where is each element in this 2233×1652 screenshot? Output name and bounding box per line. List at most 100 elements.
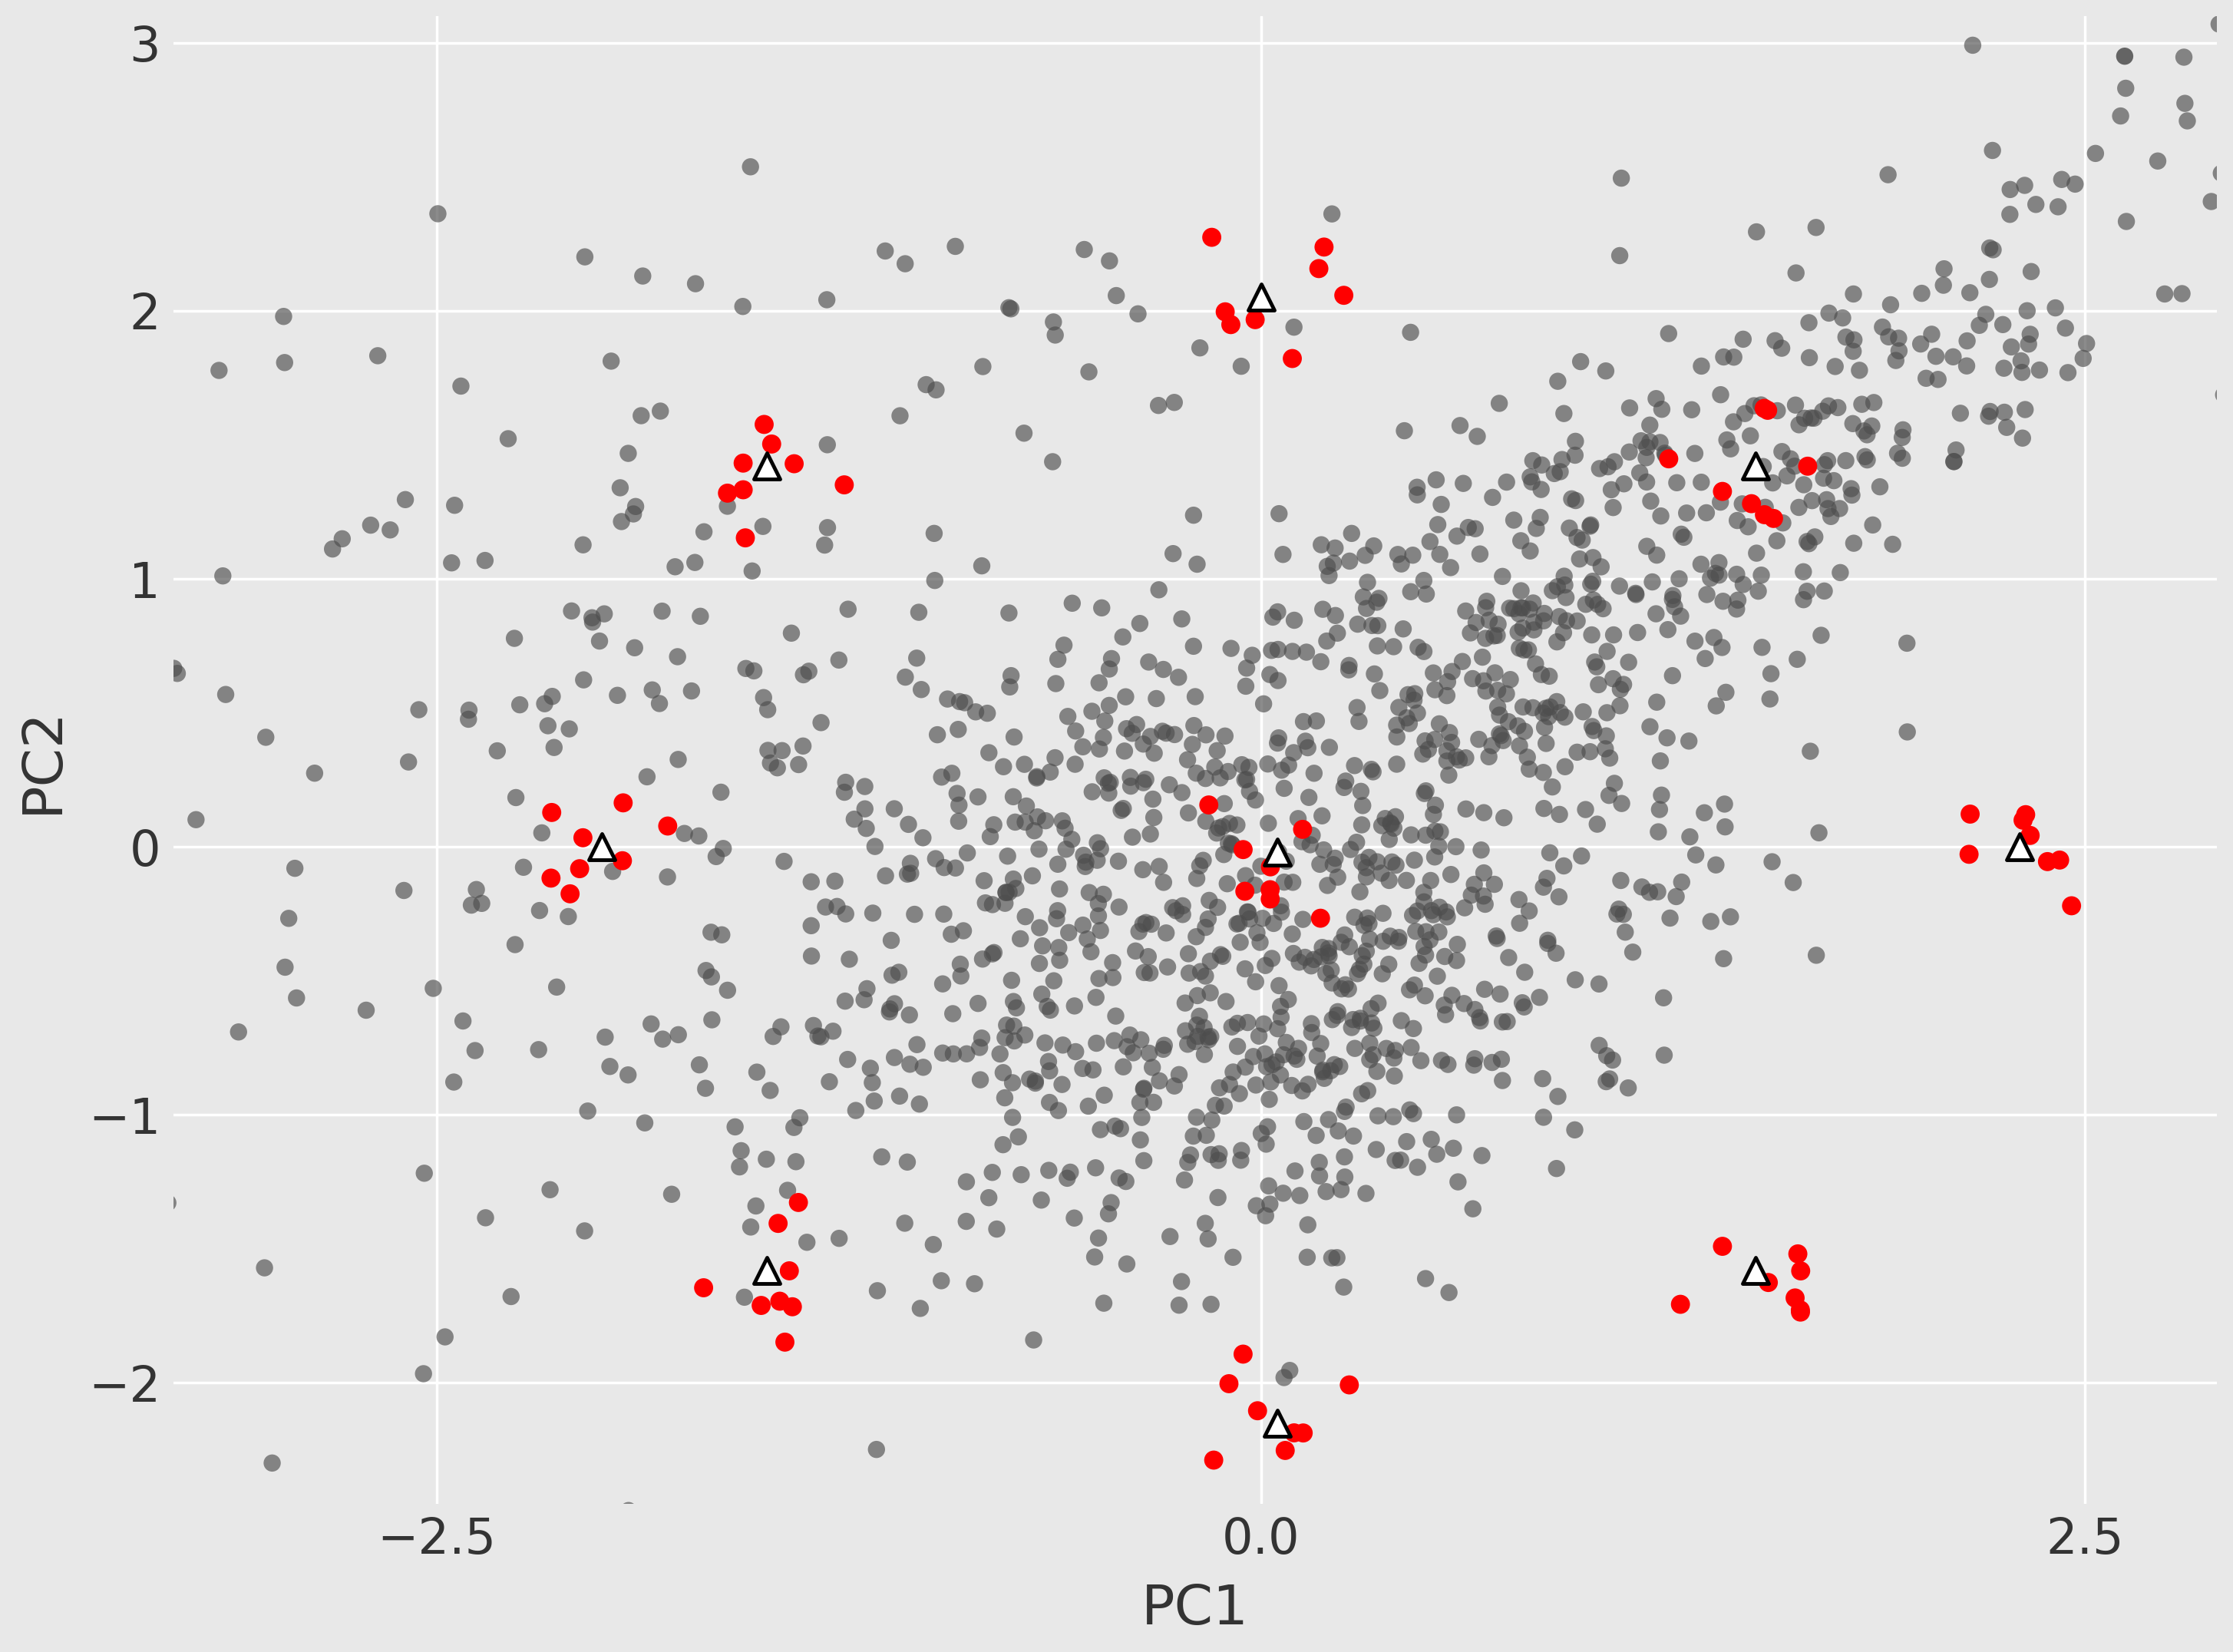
Point xyxy=(1664,1292,1699,1318)
Point xyxy=(1489,1008,1525,1034)
Point xyxy=(391,748,427,775)
Point xyxy=(1396,1100,1431,1127)
Point xyxy=(748,1146,784,1173)
Point xyxy=(1588,735,1623,762)
Point xyxy=(1364,960,1400,986)
Point xyxy=(1715,344,1751,370)
Point xyxy=(1221,910,1257,937)
Point xyxy=(1746,502,1782,529)
Point xyxy=(1380,923,1416,950)
Point xyxy=(2048,316,2083,342)
Point xyxy=(1085,765,1121,791)
Point xyxy=(1628,534,1664,560)
Point xyxy=(1163,780,1199,806)
Point xyxy=(1125,960,1161,986)
Point xyxy=(1737,1257,1773,1284)
Point xyxy=(1666,524,1702,550)
Point xyxy=(1043,947,1079,973)
Point xyxy=(1460,727,1496,753)
Point xyxy=(933,922,969,948)
Point xyxy=(991,600,1027,626)
Point xyxy=(1990,415,2025,441)
Point xyxy=(1119,938,1154,965)
Point xyxy=(1438,833,1474,859)
Point xyxy=(594,349,630,375)
Point xyxy=(976,940,1012,966)
Point xyxy=(2054,892,2090,919)
Point xyxy=(681,823,717,849)
Point xyxy=(1067,849,1103,876)
Point xyxy=(1396,1016,1431,1042)
Point xyxy=(1338,829,1373,856)
Point xyxy=(1438,524,1474,550)
Point xyxy=(1199,737,1235,763)
Point xyxy=(1909,365,1945,392)
Point xyxy=(1501,887,1536,914)
Point xyxy=(1183,958,1219,985)
Point xyxy=(1521,985,1556,1011)
Point xyxy=(657,553,692,580)
Point xyxy=(1407,823,1443,849)
Point xyxy=(1338,752,1373,778)
Point xyxy=(1525,608,1561,634)
Point xyxy=(1007,752,1043,778)
Point xyxy=(1025,981,1061,1008)
Point xyxy=(1291,735,1326,762)
Point xyxy=(1324,1176,1360,1203)
Point xyxy=(1628,434,1664,461)
Point xyxy=(1543,699,1579,725)
Point xyxy=(1146,719,1181,745)
Point xyxy=(1137,805,1172,831)
Point xyxy=(1206,841,1242,867)
Point xyxy=(1128,909,1163,935)
Point xyxy=(940,808,976,834)
Point xyxy=(610,439,645,466)
Point xyxy=(1429,737,1465,763)
Point xyxy=(1349,938,1384,965)
Point xyxy=(1400,950,1436,976)
Point xyxy=(873,996,909,1023)
Point xyxy=(1041,876,1076,902)
Point xyxy=(1597,770,1632,796)
Point xyxy=(985,1059,1020,1085)
Point xyxy=(703,780,739,806)
Point xyxy=(1344,849,1380,876)
Point xyxy=(458,876,493,902)
Point xyxy=(1753,686,1789,712)
Point xyxy=(1092,780,1128,806)
Point xyxy=(1210,758,1246,785)
Point xyxy=(1255,910,1291,937)
Point xyxy=(1315,851,1351,877)
Point xyxy=(1454,882,1489,909)
Point xyxy=(748,453,784,479)
Point xyxy=(498,932,534,958)
Point xyxy=(956,1270,991,1297)
Point xyxy=(1096,1028,1132,1054)
Point xyxy=(1606,900,1641,927)
Point xyxy=(1483,1046,1518,1072)
Point xyxy=(1221,928,1257,955)
Point xyxy=(603,474,639,501)
Point xyxy=(1148,920,1183,947)
Point xyxy=(811,514,846,540)
Point xyxy=(1400,1155,1436,1181)
Point xyxy=(998,995,1034,1021)
Point xyxy=(1014,862,1050,889)
Point xyxy=(969,700,1005,727)
Point xyxy=(1786,586,1822,613)
Point xyxy=(1036,968,1072,995)
Point xyxy=(1639,601,1675,628)
Point xyxy=(1590,1042,1626,1069)
Point xyxy=(1628,469,1664,496)
Point xyxy=(1085,881,1121,907)
Point xyxy=(1465,800,1501,826)
Point xyxy=(904,1054,940,1080)
Point xyxy=(1563,843,1599,869)
Point xyxy=(1309,553,1344,580)
Point xyxy=(1346,542,1382,568)
Point xyxy=(1242,1023,1277,1049)
Point xyxy=(650,813,686,839)
Point xyxy=(661,747,697,773)
Point xyxy=(902,1295,938,1322)
Point xyxy=(1378,712,1413,738)
